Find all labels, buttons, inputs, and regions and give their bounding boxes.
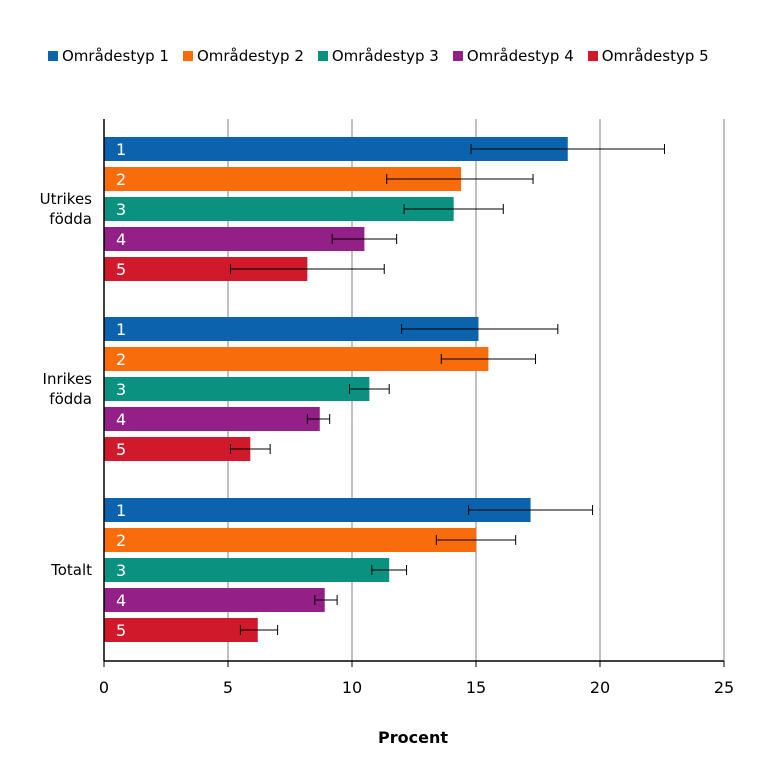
bar [104, 227, 365, 251]
legend-label: Områdestyp 1 [62, 47, 169, 65]
legend-item: Områdestyp 1 [48, 47, 169, 65]
category-label: Utrikes födda [40, 190, 93, 228]
bar [104, 528, 476, 552]
legend-label: Områdestyp 4 [466, 47, 574, 65]
bar [104, 498, 531, 522]
legend-label: Områdestyp 5 [601, 47, 709, 65]
x-tick-label: 0 [99, 678, 109, 697]
bar [104, 588, 325, 612]
bar-label: 4 [116, 591, 126, 610]
category-label: Totalt [50, 561, 92, 579]
bar-label: 4 [116, 410, 126, 429]
x-axis-title: Procent [378, 728, 448, 747]
bar-label: 2 [116, 350, 126, 369]
legend-label: Områdestyp 2 [196, 47, 304, 65]
bar [104, 558, 390, 582]
x-tick-label: 25 [714, 678, 734, 697]
bar-label: 1 [116, 501, 126, 520]
bar-label: 1 [116, 140, 126, 159]
bar-label: 2 [116, 531, 126, 550]
x-tick-label: 5 [223, 678, 233, 697]
bar [104, 618, 258, 642]
bar [104, 197, 454, 221]
x-tick-label: 20 [590, 678, 610, 697]
bar [104, 437, 251, 461]
legend-swatch [48, 51, 58, 61]
legend-label: Områdestyp 3 [331, 47, 439, 65]
legend-item: Områdestyp 4 [452, 47, 574, 65]
legend-item: Områdestyp 2 [182, 47, 304, 65]
bar-label: 5 [116, 260, 126, 279]
bar [104, 347, 489, 371]
bar-label: 5 [116, 621, 126, 640]
legend-swatch [587, 51, 598, 61]
legend-item: Områdestyp 3 [317, 47, 439, 65]
legend: Områdestyp 1 Områdestyp 2 Områdestyp 3 Områ… [48, 47, 723, 65]
legend-swatch [317, 51, 328, 61]
bar-label: 4 [116, 230, 126, 249]
legend-swatch [452, 51, 463, 61]
bar-label: 3 [116, 561, 126, 580]
bar-label: 3 [116, 380, 126, 399]
bar-label: 2 [116, 170, 126, 189]
category-label: Inrikes födda [43, 370, 93, 408]
x-tick-label: 15 [466, 678, 486, 697]
bar [104, 377, 370, 401]
bar [104, 407, 320, 431]
bar-label: 5 [116, 440, 126, 459]
bar-label: 3 [116, 200, 126, 219]
bar-label: 1 [116, 320, 126, 339]
legend-item: Områdestyp 5 [587, 47, 709, 65]
legend-swatch [182, 51, 193, 61]
x-tick-label: 10 [342, 678, 362, 697]
